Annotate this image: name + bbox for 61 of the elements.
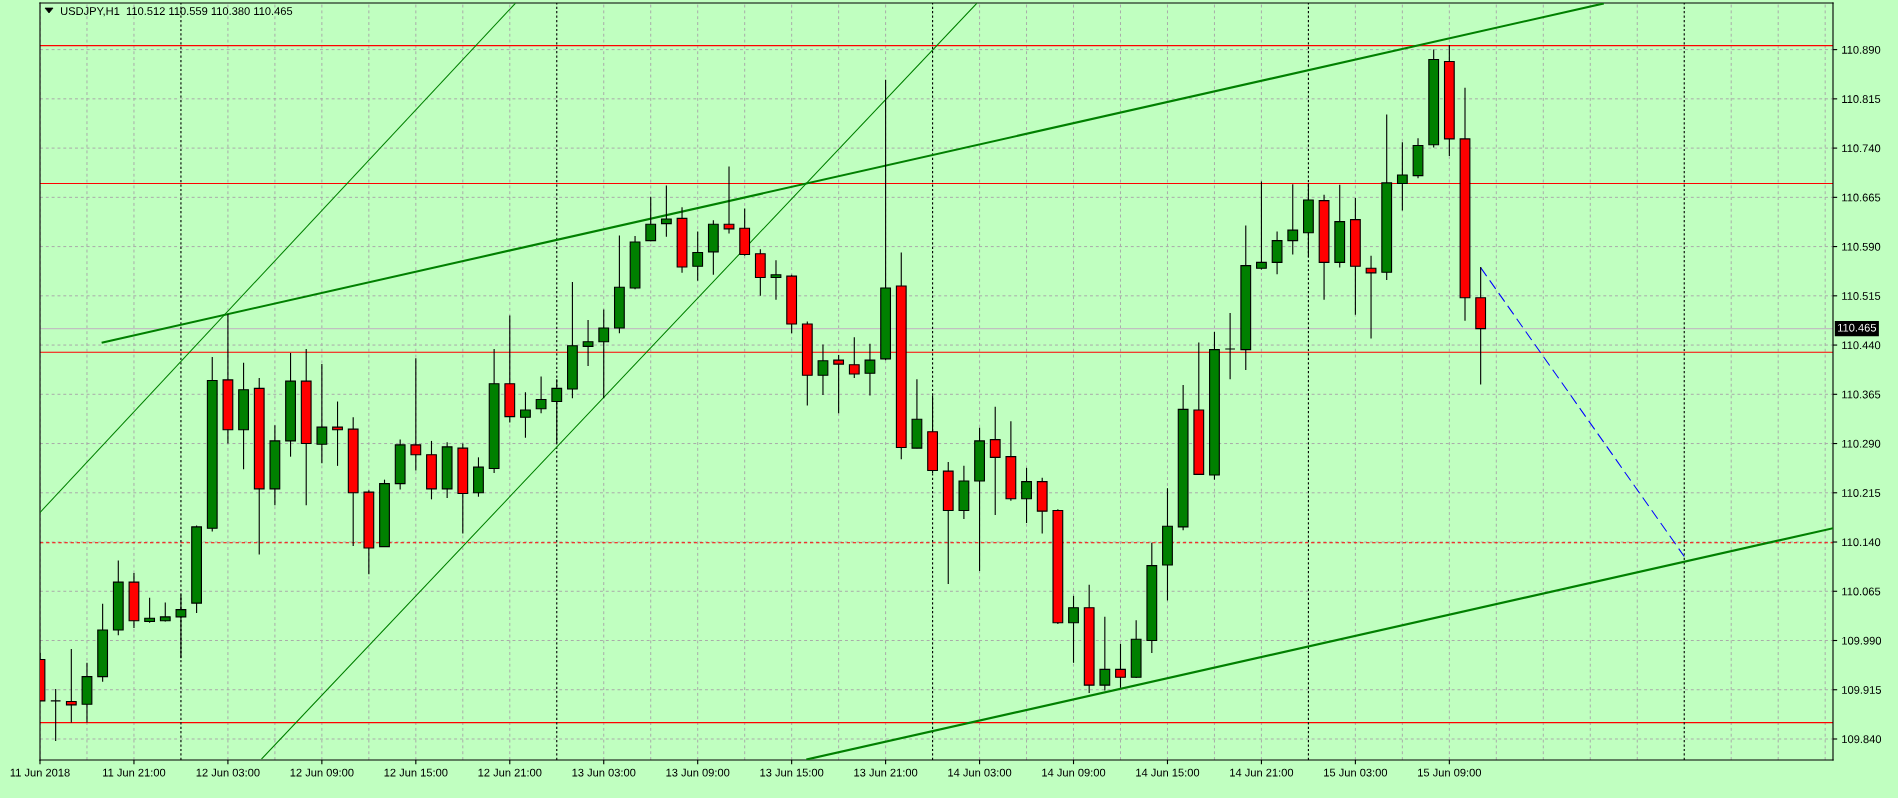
candlestick (332, 400, 343, 467)
candlestick (754, 248, 766, 297)
candlestick (144, 597, 156, 624)
candlestick (1099, 616, 1111, 691)
x-tick-label: 13 Jun 21:00 (854, 768, 918, 777)
candlestick (817, 343, 829, 396)
x-tick-label: 13 Jun 15:00 (760, 768, 824, 777)
candlestick (1365, 255, 1377, 340)
candlestick (50, 688, 62, 742)
candlestick (1271, 230, 1283, 275)
y-tick-label: 110.065 (1842, 587, 1881, 596)
y-tick-label: 109.990 (1842, 636, 1882, 645)
candlestick (1256, 181, 1267, 271)
y-tick-label: 110.365 (1842, 390, 1881, 399)
y-tick-label: 110.590 (1842, 242, 1881, 251)
x-tick-label: 14 Jun 21:00 (1230, 768, 1294, 777)
candlestick (770, 259, 782, 301)
candlestick (410, 357, 422, 472)
candlestick (1224, 312, 1236, 380)
x-tick-label: 13 Jun 09:00 (666, 768, 730, 777)
y-tick-label: 110.140 (1842, 538, 1881, 547)
y-tick-label: 110.890 (1842, 45, 1881, 54)
x-tick-label: 13 Jun 03:00 (572, 768, 636, 777)
candlestick (598, 309, 610, 399)
x-tick-label: 12 Jun 21:00 (478, 768, 542, 777)
y-tick-label: 110.740 (1842, 144, 1881, 153)
candlestick (1287, 183, 1299, 256)
candlestick (692, 230, 704, 282)
candlestick (1021, 467, 1032, 524)
y-tick-label: 110.815 (1842, 95, 1881, 103)
x-tick-label: 12 Jun 15:00 (384, 768, 448, 777)
candlestick (1115, 643, 1126, 689)
y-tick-label: 109.915 (1842, 686, 1882, 694)
candlestick (582, 319, 594, 367)
candlestick (316, 363, 328, 464)
candlestick (864, 343, 876, 397)
x-tick-label: 15 Jun 09:00 (1418, 768, 1482, 777)
x-tick-label: 14 Jun 03:00 (948, 768, 1012, 777)
candlestick (645, 196, 657, 242)
candlestick (1396, 141, 1408, 212)
y-tick-label: 110.665 (1842, 193, 1881, 202)
x-tick-label: 14 Jun 09:00 (1042, 768, 1106, 777)
y-tick-label: 110.440 (1842, 341, 1881, 350)
ref-line-label: 110.465 (1838, 323, 1877, 332)
candlestick (833, 354, 845, 414)
chart-title: USDJPY,H1 110.512 110.559 110.380 110.465 (61, 7, 293, 17)
candlestick (520, 391, 531, 439)
candlestick (1068, 595, 1079, 664)
x-tick-label: 12 Jun 09:00 (290, 768, 354, 777)
y-tick-label: 110.215 (1842, 489, 1881, 497)
x-tick-label: 11 Jun 21:00 (103, 768, 166, 777)
candlestick (535, 376, 547, 414)
x-tick-label: 14 Jun 15:00 (1136, 768, 1200, 777)
candlestick (989, 406, 1001, 516)
y-tick-label: 110.290 (1842, 439, 1881, 448)
x-tick-label: 12 Jun 03:00 (196, 768, 260, 777)
x-tick-label: 15 Jun 03:00 (1324, 768, 1388, 777)
x-tick-label: 11 Jun 2018 (10, 768, 70, 777)
y-tick-label: 109.840 (1842, 735, 1882, 744)
candlestick (660, 184, 672, 238)
y-tick-label: 110.515 (1842, 292, 1881, 300)
